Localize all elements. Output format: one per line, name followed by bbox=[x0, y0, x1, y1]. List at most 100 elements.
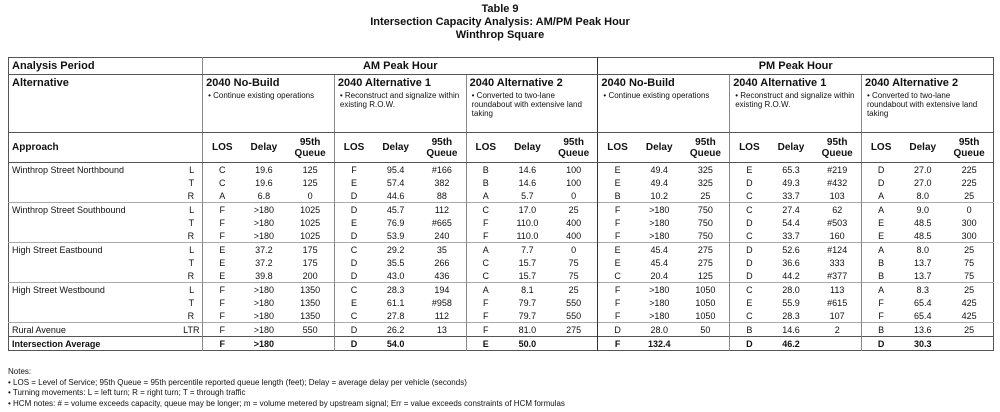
cell: 44.2 bbox=[782, 270, 800, 281]
cell: D bbox=[333, 202, 374, 216]
note: • Turning movements: L = left turn; R = … bbox=[8, 388, 246, 397]
cell: 8.3 bbox=[900, 282, 946, 296]
cell: D bbox=[597, 322, 637, 337]
cell: D bbox=[333, 322, 374, 337]
alternative: 2040 No-Build • Continue existing operati… bbox=[597, 74, 730, 133]
average-row: Intersection Average F >180 D 54.0 E 50.0 F 132.… bbox=[8, 336, 994, 351]
data-row: Winthrop Street Southbound L F >180 1025 D 45.… bbox=[8, 202, 994, 216]
cell: A bbox=[465, 242, 505, 256]
cell: 125 bbox=[302, 177, 318, 188]
measure-header: 95th Queue bbox=[286, 132, 335, 163]
data-row: R F >180 1025 D 53.9 240 F 110.0 400 F >180 750 C 33.7… bbox=[9, 229, 994, 243]
cell: 125 bbox=[302, 164, 318, 175]
cell: 65.3 bbox=[782, 164, 800, 175]
approach bbox=[9, 256, 181, 269]
cell: 79.7 bbox=[518, 297, 537, 308]
cell: 14.6 bbox=[518, 177, 537, 188]
cell: C bbox=[729, 229, 769, 243]
measure-header: LOS bbox=[597, 132, 637, 163]
note: • LOS = Level of Service; 95th Queue = 9… bbox=[8, 377, 467, 387]
cell: >180 bbox=[253, 297, 275, 308]
cell bbox=[549, 336, 598, 351]
cell: D bbox=[333, 269, 374, 283]
cell: C bbox=[202, 176, 242, 189]
movement: L bbox=[180, 202, 203, 216]
cell: >180 bbox=[253, 310, 275, 321]
cell: 37.2 bbox=[255, 257, 273, 268]
cell: 17.0 bbox=[504, 202, 550, 216]
cell: C bbox=[729, 282, 769, 296]
cell: F bbox=[202, 296, 242, 309]
cell: 0 bbox=[549, 242, 598, 256]
movement: T bbox=[188, 297, 195, 308]
cell: 19.6 bbox=[255, 164, 273, 175]
cell: 750 bbox=[697, 230, 713, 241]
cell: F bbox=[465, 322, 505, 337]
cell: D bbox=[860, 336, 901, 351]
approach: Rural Avenue bbox=[8, 322, 181, 337]
cell bbox=[945, 336, 994, 351]
cell: F bbox=[597, 296, 637, 309]
cell: 45.4 bbox=[650, 257, 668, 268]
cell: #124 bbox=[813, 242, 862, 256]
capacity-table: Analysis Period AM Peak Hour PM Peak Hour A… bbox=[8, 57, 994, 351]
cell: B bbox=[860, 269, 901, 283]
cell: 65.4 bbox=[913, 297, 932, 308]
cell: 132.4 bbox=[636, 336, 682, 351]
alternative: 2040 Alternative 1 • Reconstruct and sign… bbox=[333, 74, 467, 133]
cell: F bbox=[465, 296, 505, 309]
cell: 14.6 bbox=[518, 164, 537, 175]
cell: 25 bbox=[549, 202, 598, 216]
cell: E bbox=[333, 296, 374, 309]
cell: 750 bbox=[681, 202, 730, 216]
cell: 25 bbox=[945, 242, 994, 256]
cell: D bbox=[729, 256, 769, 269]
cell: 49.4 bbox=[650, 164, 668, 175]
cell: 49.4 bbox=[650, 177, 668, 188]
approach bbox=[9, 176, 181, 189]
cell: 20.4 bbox=[650, 270, 668, 281]
average-label: Intersection Average bbox=[8, 336, 203, 351]
cell: 240 bbox=[434, 230, 450, 241]
cell: >180 bbox=[241, 336, 287, 351]
cell: 36.6 bbox=[782, 257, 800, 268]
alternative-name: 2040 Alternative 1 bbox=[733, 77, 827, 89]
cell: A bbox=[465, 282, 505, 296]
cell: 50.0 bbox=[504, 336, 550, 351]
alternative-description: • Converted to two-lane roundabout with … bbox=[866, 91, 978, 118]
cell: 62 bbox=[813, 202, 862, 216]
header-row: Alternative 2040 No-Build • Continue exist… bbox=[8, 74, 994, 133]
note: Notes: bbox=[8, 367, 32, 376]
cell: >180 bbox=[253, 217, 275, 228]
alternative-name: 2040 Alternative 2 bbox=[864, 77, 959, 89]
alternative-description: • Continue existing operations bbox=[603, 91, 710, 100]
approach: Winthrop Street Northbound bbox=[12, 164, 125, 175]
data-row: R E 39.8 200 D 43.0 436 C 15.7 75 C 20.4 125 D 44.2 #37… bbox=[9, 269, 994, 283]
cell: 10.2 bbox=[650, 190, 668, 201]
cell: 750 bbox=[697, 217, 713, 228]
cell: 28.3 bbox=[373, 282, 419, 296]
cell: 76.9 bbox=[386, 217, 405, 228]
data-row: R A 6.8 0 D 44.6 88 A 5.7 0 B 10.2 25 C 33.7 103 A 8.0 25 bbox=[9, 189, 994, 203]
cell: 49.3 bbox=[782, 177, 800, 188]
title: Intersection Capacity Analysis: AM/PM Pe… bbox=[370, 16, 630, 28]
movement: L bbox=[180, 282, 203, 296]
cell: F bbox=[860, 309, 901, 323]
alternative-description: • Continue existing operations bbox=[208, 91, 315, 100]
cell: E bbox=[597, 162, 637, 176]
cell: 225 bbox=[961, 164, 977, 175]
cell: C bbox=[465, 202, 505, 216]
cell: A bbox=[465, 189, 505, 203]
alternative-name: 2040 Alternative 1 bbox=[337, 77, 432, 89]
cell: F bbox=[202, 282, 242, 296]
cell: 35.5 bbox=[386, 257, 405, 268]
cell: 1025 bbox=[300, 217, 321, 228]
cell: 110.0 bbox=[516, 230, 539, 241]
cell: 6.8 bbox=[257, 190, 271, 201]
cell: 25 bbox=[700, 190, 711, 201]
cell: 7.7 bbox=[504, 242, 550, 256]
period-label: Analysis Period bbox=[8, 57, 203, 75]
cell: 14.6 bbox=[768, 322, 814, 337]
cell: 88 bbox=[436, 190, 447, 201]
cell: #219 bbox=[827, 164, 848, 175]
